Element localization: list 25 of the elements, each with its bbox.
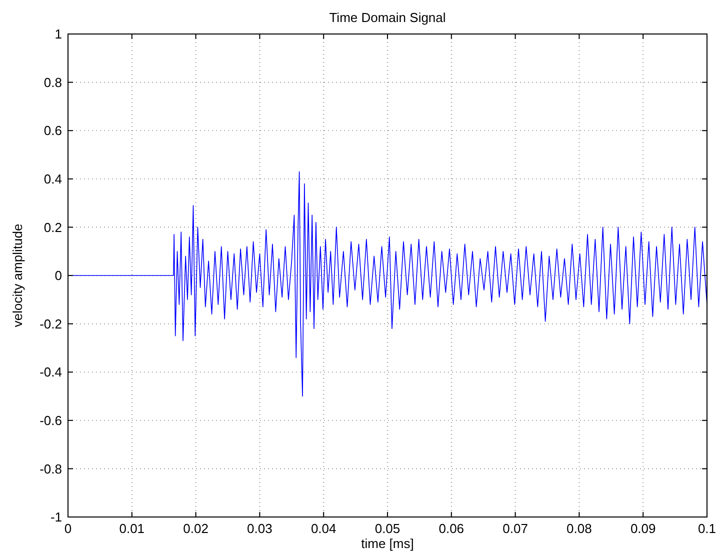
y-tick-label: 0.6 (44, 123, 62, 138)
x-axis-title: time [ms] (361, 536, 414, 551)
y-tick-label: 0.4 (44, 171, 62, 186)
x-tick-label: 0.01 (119, 521, 145, 536)
y-axis-title: velocity amplitude (10, 224, 25, 328)
chart-title: Time Domain Signal (329, 10, 446, 25)
x-tick-label: 0.02 (183, 521, 208, 536)
y-tick-label: 0.8 (44, 74, 62, 90)
y-tick-label: 1 (54, 26, 62, 42)
x-tick-label: 0.1 (698, 521, 716, 536)
y-tick-label: -0.2 (40, 316, 62, 332)
x-tick-label: 0.06 (438, 521, 464, 536)
x-tick-label: 0.07 (502, 521, 528, 536)
y-tick-label: -0.6 (40, 412, 62, 428)
x-tick-label: 0.04 (310, 521, 336, 536)
x-tick-label: 0.09 (630, 521, 656, 536)
y-tick-label: -1 (50, 510, 62, 525)
x-tick-label: 0.03 (247, 521, 272, 536)
x-tick-label: 0.05 (374, 521, 400, 536)
y-tick-label: -0.8 (40, 461, 62, 476)
x-tick-label: 0.08 (566, 521, 592, 536)
y-tick-label: -0.4 (40, 364, 62, 380)
y-tick-label: 0 (54, 268, 62, 284)
y-tick-label: 0.2 (44, 220, 62, 235)
x-tick-label: 0 (64, 521, 72, 536)
